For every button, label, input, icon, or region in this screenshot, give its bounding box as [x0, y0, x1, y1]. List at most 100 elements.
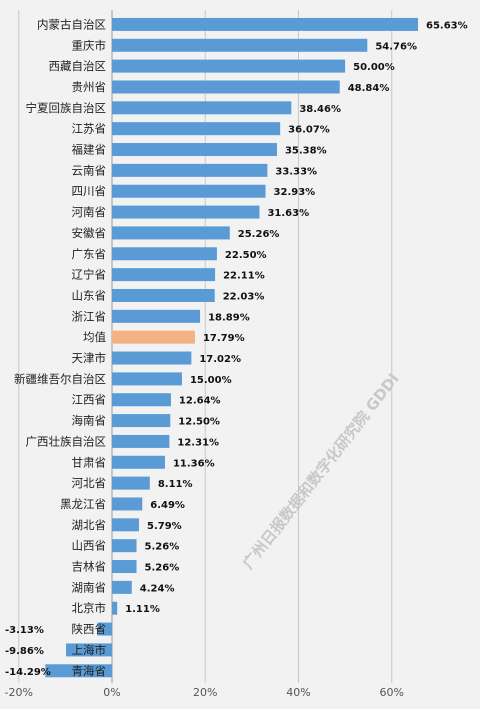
category-label: 福建省 [72, 143, 107, 157]
bar [112, 184, 266, 198]
value-label: 22.11% [223, 271, 265, 282]
category-label: 吉林省 [72, 560, 107, 574]
value-label: 22.50% [225, 250, 267, 261]
category-label: 山西省 [72, 539, 107, 553]
x-tick-label: 0% [103, 686, 120, 699]
bar [112, 122, 281, 136]
value-label: 54.76% [375, 41, 417, 52]
category-label: 黑龙江省 [60, 497, 106, 511]
bar [112, 393, 171, 407]
bar [112, 309, 201, 323]
category-label: 西藏自治区 [49, 59, 107, 73]
value-label: 11.36% [173, 458, 215, 469]
value-label: 33.33% [275, 166, 317, 177]
category-label: 甘肃省 [72, 455, 107, 469]
value-label: 5.79% [147, 521, 182, 532]
bar [112, 434, 170, 448]
bar [112, 268, 216, 282]
bar [112, 476, 150, 490]
category-label: 均值 [83, 330, 106, 344]
category-label: 安徽省 [72, 226, 107, 240]
value-label: 12.64% [179, 396, 221, 407]
category-label: 云南省 [72, 163, 107, 177]
value-label: -14.29% [5, 667, 51, 678]
category-label: 广东省 [72, 247, 107, 261]
value-label: -3.13% [5, 625, 44, 636]
value-label: 22.03% [223, 291, 265, 302]
bar [112, 414, 171, 428]
category-label: 山东省 [72, 288, 107, 302]
x-tick-label: 40% [286, 686, 310, 699]
category-label: 广西壮族自治区 [26, 434, 107, 448]
value-label: 15.00% [190, 375, 232, 386]
category-label: 青海省 [72, 664, 107, 678]
bar [112, 288, 215, 302]
value-label: 12.31% [177, 437, 219, 448]
bar [112, 101, 292, 115]
bar [112, 330, 195, 344]
bar [112, 38, 368, 52]
category-label: 宁夏回族自治区 [26, 101, 107, 115]
category-label: 贵州省 [72, 80, 107, 94]
value-label: 5.26% [145, 563, 180, 574]
value-label: 31.63% [267, 208, 309, 219]
value-label: 8.11% [158, 479, 193, 490]
category-label: 河北省 [72, 476, 107, 490]
bar [112, 601, 118, 615]
bar [112, 143, 277, 157]
bar [112, 560, 137, 574]
bar [97, 622, 112, 636]
category-label: 浙江省 [72, 309, 107, 323]
value-label: 17.79% [203, 333, 245, 344]
bar [112, 351, 192, 365]
category-label: 内蒙古自治区 [37, 17, 106, 31]
labels: 内蒙古自治区 65.63% 重庆市 54.76% 西藏自治区 50.00% 贵州省 48.84… [5, 17, 468, 677]
category-label: 河南省 [72, 205, 107, 219]
value-label: 17.02% [199, 354, 241, 365]
category-label: 重庆市 [72, 38, 107, 52]
category-label: 陕西省 [72, 622, 107, 636]
value-label: 32.93% [274, 187, 316, 198]
category-label: 江西省 [72, 393, 107, 407]
value-label: 38.46% [299, 104, 341, 115]
bar [112, 59, 346, 73]
bar [112, 17, 418, 31]
x-tick-label: 20% [193, 686, 217, 699]
bar [66, 643, 112, 657]
category-label: 湖北省 [72, 518, 107, 532]
value-label: 50.00% [353, 62, 395, 73]
value-label: 65.63% [426, 20, 468, 31]
value-label: 36.07% [288, 125, 330, 136]
bar [45, 664, 112, 678]
bar [112, 497, 143, 511]
value-label: -9.86% [5, 646, 44, 657]
bar [112, 80, 340, 94]
bar [112, 580, 132, 594]
category-label: 辽宁省 [72, 268, 107, 282]
bar [112, 518, 139, 532]
bars [45, 17, 418, 678]
category-label: 上海市 [72, 643, 107, 657]
value-label: 4.24% [140, 583, 175, 594]
x-tick-label: 60% [380, 686, 404, 699]
value-label: 18.89% [208, 312, 250, 323]
category-label: 天津市 [72, 351, 107, 365]
value-label: 12.50% [178, 417, 220, 428]
bar [112, 247, 217, 261]
bar [112, 372, 182, 386]
bar [112, 163, 268, 177]
category-label: 海南省 [72, 414, 107, 428]
x-axis: -20% 0% 20% 40% 60% [5, 686, 404, 699]
bar [112, 455, 165, 469]
category-label: 北京市 [72, 601, 107, 615]
x-tick-label: -20% [5, 686, 33, 699]
bar [112, 539, 137, 553]
category-label: 新疆维吾尔自治区 [14, 372, 106, 386]
value-label: 48.84% [348, 83, 390, 94]
category-label: 江苏省 [72, 122, 107, 136]
value-label: 1.11% [125, 604, 160, 615]
value-label: 6.49% [150, 500, 185, 511]
bar [112, 205, 260, 219]
value-label: 5.26% [145, 542, 180, 553]
